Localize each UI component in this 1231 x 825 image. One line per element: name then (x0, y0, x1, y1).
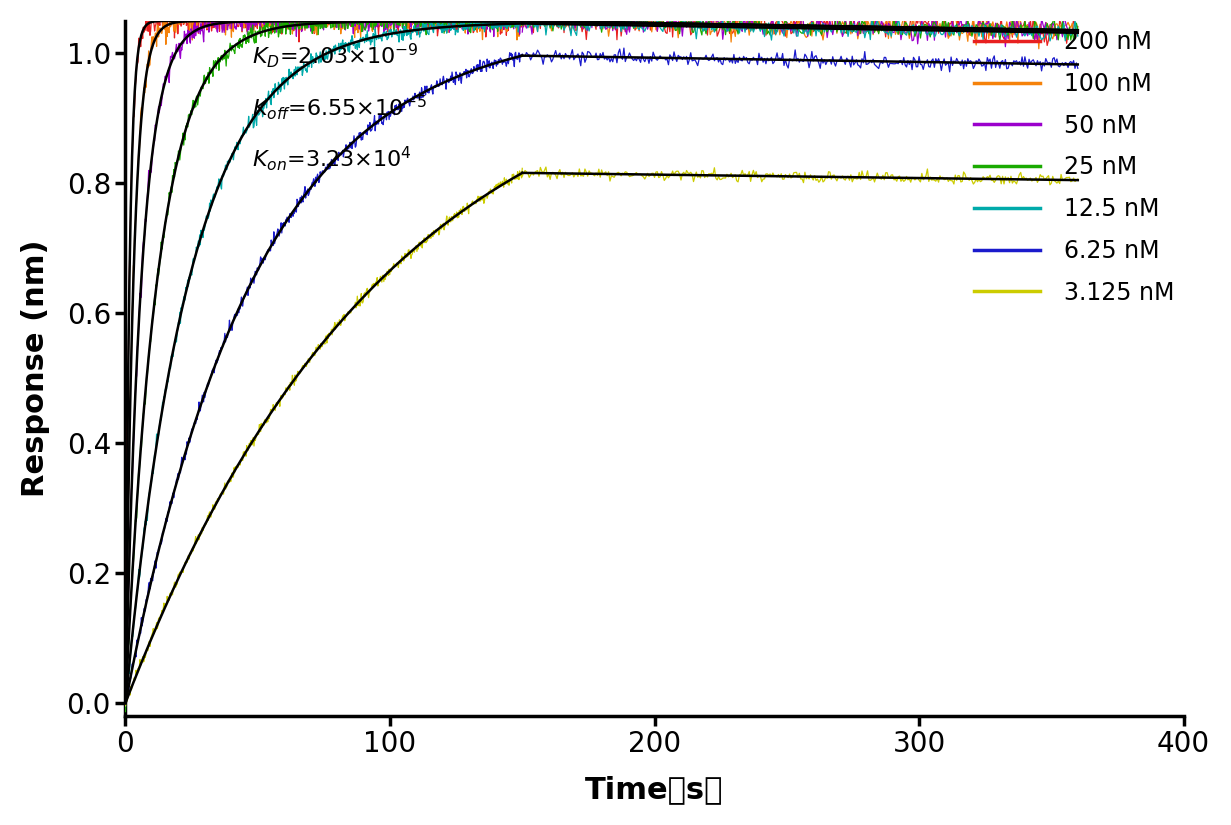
X-axis label: Time（s）: Time（s） (586, 776, 724, 804)
Text: $K_D$=2.03×10$^{-9}$
$K_{off}$=6.55×10$^{-5}$
$K_{on}$=3.23×10$^{4}$: $K_D$=2.03×10$^{-9}$ $K_{off}$=6.55×10$^… (252, 42, 427, 173)
Legend: 200 nM, 100 nM, 50 nM, 25 nM, 12.5 nM, 6.25 nM, 3.125 nM: 200 nM, 100 nM, 50 nM, 25 nM, 12.5 nM, 6… (965, 21, 1183, 314)
Y-axis label: Response (nm): Response (nm) (21, 239, 49, 497)
